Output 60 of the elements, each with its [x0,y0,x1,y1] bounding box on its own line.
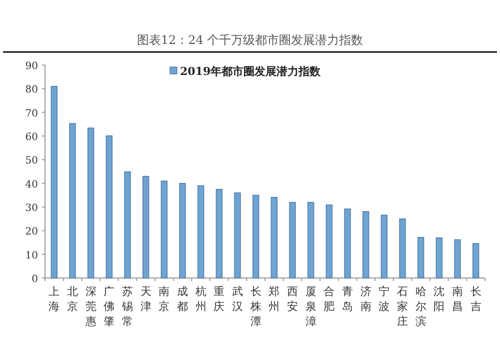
x-tick-label: 石家庄 [397,285,408,328]
bar [436,237,442,278]
x-tick-label: 北京 [67,285,78,313]
y-tick-label: 10 [25,250,38,262]
x-tick-label: 上海 [48,285,60,313]
x-tick-label: 哈尔滨 [415,285,426,328]
x-tick-label: 沈阳 [434,285,445,313]
legend-label: 2019年都市圈发展潜力指数 [180,65,322,78]
bar [252,194,260,278]
bar [344,208,351,278]
x-tick-label: 成都 [177,285,188,313]
bar [418,236,424,278]
x-tick-label: 合肥 [324,285,335,313]
bar [69,123,76,278]
bar [142,176,150,278]
x-tick-label: 宁波 [378,285,390,313]
y-tick-label: 50 [25,156,38,167]
y-tick-label: 30 [25,203,38,214]
x-tick-label: 济南 [360,285,372,313]
x-tick-label: 长株潭 [249,285,262,328]
x-tick-label: 西安 [287,285,298,313]
x-tick-label: 广佛肇 [104,285,115,328]
x-tick-label: 重庆 [214,285,225,313]
x-tick-label: 长吉 [470,285,482,313]
bar [198,185,204,278]
x-tick-label: 青岛 [342,285,353,313]
x-tick-label: 苏锡常 [121,285,133,328]
bar [124,171,131,278]
bar [88,128,94,278]
y-tick-label: 60 [25,132,38,143]
bar [234,192,241,278]
bar [380,214,388,278]
y-tick-label: 70 [25,108,38,120]
x-tick-label: 南昌 [452,285,463,313]
x-tick-label: 杭州 [194,285,206,313]
x-tick-label: 天津 [140,285,152,313]
y-tick-label: 90 [25,61,38,72]
x-tick-label: 厦泉漳 [305,285,316,328]
y-tick-label: 80 [25,84,38,96]
bar [270,196,278,278]
y-tick-label: 0 [32,274,38,285]
bar [289,202,296,278]
bar [179,183,186,278]
bar [454,239,461,278]
bar [216,188,222,278]
bar [362,211,370,278]
y-tick-label: 40 [25,179,38,190]
bar [308,202,314,278]
y-tick-label: 20 [25,226,38,238]
x-tick-label: 南京 [158,285,170,313]
bar [50,86,58,278]
bar [326,204,332,278]
x-tick-label: 武汉 [232,285,243,313]
x-tick-label: 深莞惠 [84,285,96,328]
bar [472,243,480,278]
bar [160,180,168,278]
chart-title: 图表12：24 个千万级都市圈发展潜力指数 [136,33,364,47]
bar [399,218,406,278]
x-tick-label: 郑州 [268,285,280,313]
bar [106,135,112,278]
